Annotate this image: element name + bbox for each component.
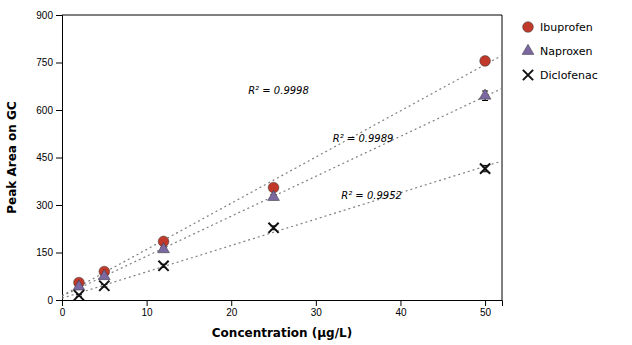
fit-line [62,161,502,298]
y-axis-tick-label: 300 [36,200,53,211]
x-axis-title: Concentration (μg/L) [212,326,352,340]
point [479,89,491,99]
x-axis-tick-mark [485,300,486,306]
legend-label: Ibuprofen [540,21,593,34]
x-axis-tick-label: 20 [226,307,238,318]
y-axis-tick-label: 600 [36,105,53,116]
legend-marker [522,44,534,54]
fit-line [62,88,502,296]
legend-item: Ibuprofen [523,21,593,34]
y-axis-tick-label: 150 [36,247,53,258]
frame [62,15,502,16]
annotation: R² = 0.9989 [333,133,394,144]
y-axis-tick: 300 [36,200,62,211]
y-axis: 0 150 300 450 600 750 900 [36,10,62,306]
point [480,56,491,67]
error-bar-cap [482,100,488,101]
y-axis-title: Peak Area on GC [5,101,19,214]
fit-line [62,55,502,295]
annotations: R² = 0.9998 R² = 0.9989 R² = 0.9952 [248,85,402,201]
annotation: R² = 0.9998 [248,85,309,96]
x-axis: 0 10 20 30 40 50 [60,300,503,318]
y-axis-tick: 900 [36,10,62,21]
point [98,269,110,279]
x-axis-tick: 10 [142,300,154,318]
legend-marker [523,70,533,80]
x-axis-tick-label: 50 [480,307,492,318]
annotation: R² = 0.9952 [341,190,402,201]
y-axis-tick-mark [56,158,62,159]
x-axis-tick-mark [400,300,401,306]
chart: 0 10 20 30 40 50 0 150 300 450 600 750 900 R² = 0.999… [0,0,632,345]
y-axis-tick-mark [56,63,62,64]
x-axis-tick-label: 0 [60,307,66,318]
x-axis-tick-label: 10 [142,307,154,318]
y-axis-tick-mark [56,253,62,254]
y-axis-tick-label: 0 [47,295,53,306]
x-axis-tick: 30 [311,300,323,318]
frame [502,15,503,300]
x-axis-line [63,301,503,307]
x-axis-tick: 20 [226,300,238,318]
point [268,190,280,200]
y-axis-tick: 600 [36,105,62,116]
x-axis-tick-label: 30 [311,307,323,318]
x-axis-tick-label: 40 [395,307,407,318]
x-axis-tick-mark [147,300,148,306]
x-axis-tick: 40 [395,300,407,318]
marks [62,55,502,300]
y-axis-tick-label: 450 [36,152,53,163]
y-axis-tick-label: 900 [36,10,53,21]
y-axis-tick: 750 [36,57,62,68]
y-axis-tick-label: 750 [36,57,53,68]
point [99,281,109,291]
point [73,280,85,290]
y-axis-tick: 450 [36,152,62,163]
y-axis-tick-mark [56,300,62,301]
x-axis-tick: 50 [480,300,492,318]
y-axis-tick: 0 [47,295,62,306]
point [158,243,170,253]
plot: 0 10 20 30 40 50 0 150 300 450 600 750 900 R² = 0.999… [36,10,502,318]
legend-label: Diclofenac [540,69,598,82]
point [480,163,490,173]
x-axis-tick: 0 [60,300,66,318]
legend-item: Naproxen [522,44,592,58]
legend-label: Naproxen [540,45,593,58]
y-axis-tick: 150 [36,247,62,258]
legend-marker [523,22,534,33]
x-axis-tick-mark [231,300,232,306]
y-axis-line [56,16,63,301]
x-axis-tick-mark [316,300,317,306]
legend-item: Diclofenac [523,69,598,82]
point [268,223,278,233]
point [158,261,168,271]
y-axis-tick-mark [56,205,62,206]
point [74,290,84,300]
y-axis-tick-mark [56,15,62,16]
y-axis-tick-mark [56,110,62,111]
legend: Ibuprofen Naproxen Diclofenac [522,21,598,82]
